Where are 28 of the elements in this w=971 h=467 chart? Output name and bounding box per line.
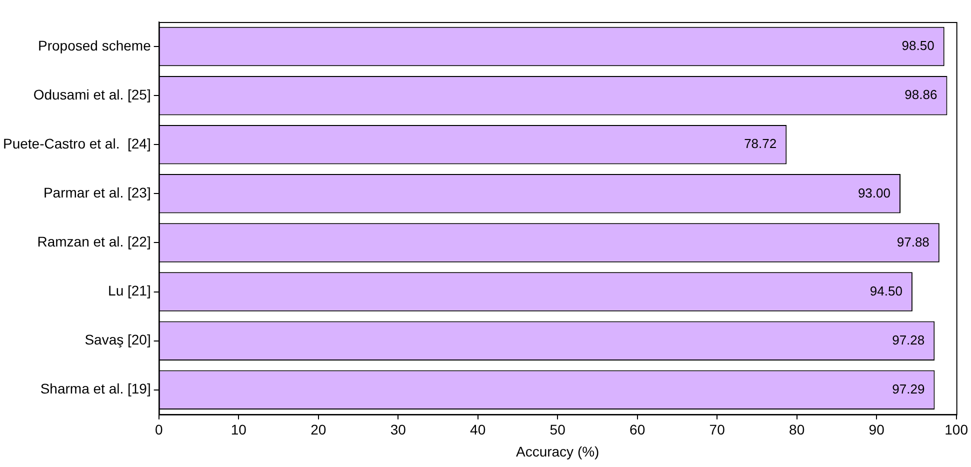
x-tick-label: 50 — [550, 422, 566, 438]
x-tick-label: 30 — [390, 422, 406, 438]
data-label: 97.29 — [892, 381, 925, 396]
data-label: 93.00 — [858, 185, 890, 200]
y-tick-label: Savaş [20] — [84, 332, 151, 348]
x-tick-label: 20 — [310, 422, 326, 438]
data-label: 97.88 — [896, 234, 930, 250]
data-label: 98.50 — [902, 38, 934, 54]
x-tick-label: 40 — [470, 422, 486, 438]
y-tick-label: Ramzan et al. [22] — [37, 234, 151, 250]
y-tick-label: Sharma et al. [19] — [40, 380, 151, 397]
y-tick-label: Parmar et al. [23] — [43, 184, 151, 201]
y-tick-label: Odusami et al. [25] — [33, 86, 151, 102]
data-label: 97.28 — [892, 332, 925, 348]
data-label: 78.72 — [744, 136, 777, 152]
x-tick-label: 10 — [230, 422, 247, 438]
data-label: 98.86 — [904, 87, 938, 102]
x-tick-label: 80 — [789, 422, 805, 438]
x-tick-label: 90 — [868, 422, 885, 438]
x-tick-label: 100 — [944, 422, 968, 438]
x-tick-label: 60 — [630, 422, 646, 438]
y-tick-label: Proposed scheme — [38, 37, 152, 54]
x-tick-label: 70 — [709, 422, 726, 438]
x-tick-label: 0 — [154, 422, 163, 438]
y-tick-label: Lu [21] — [108, 282, 151, 299]
x-axis-title: Accuracy (%) — [516, 443, 600, 460]
data-label: 94.50 — [870, 283, 902, 298]
y-tick-label: Puete-Castro et al. [24] — [2, 135, 151, 152]
